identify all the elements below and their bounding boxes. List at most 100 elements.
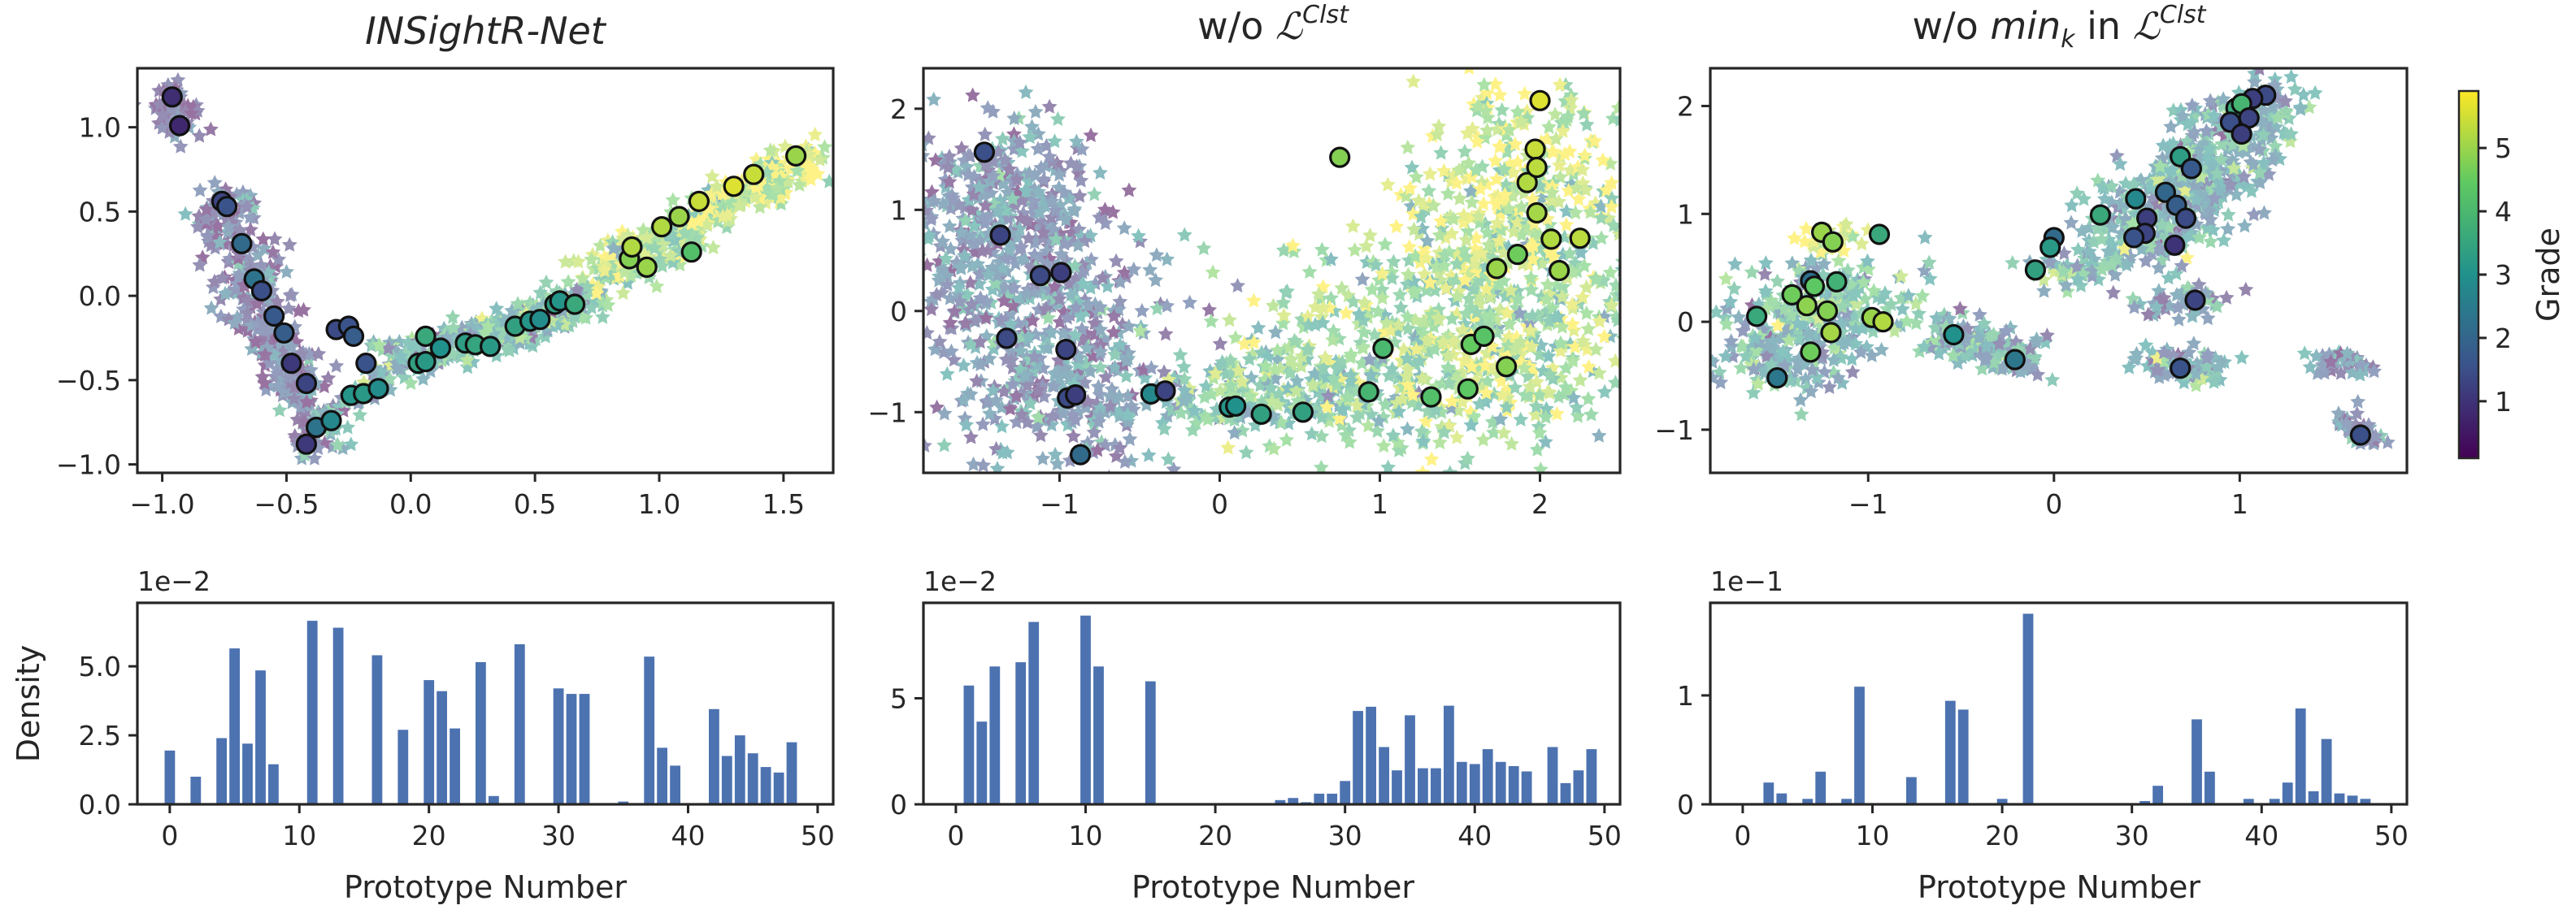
sample-star xyxy=(1692,302,1708,317)
bar-ticks-1: 0 10 20 30 40 500.02.55.0 xyxy=(79,651,835,851)
sample-star xyxy=(1591,427,1607,443)
sample-star xyxy=(1661,315,1676,330)
density-bar xyxy=(566,694,577,804)
prototype-point xyxy=(1473,325,1495,347)
prototype-point xyxy=(2125,188,2147,210)
prototype-point xyxy=(429,337,452,359)
sample-star xyxy=(1066,428,1081,444)
sample-star xyxy=(1227,425,1243,440)
y-tick-label: 1 xyxy=(890,194,907,226)
title-symbol: ℒ xyxy=(2133,4,2161,48)
sample-star xyxy=(1176,227,1192,242)
sample-star xyxy=(272,402,288,418)
sample-star xyxy=(2044,371,2061,387)
sample-star xyxy=(1831,253,1847,268)
sample-star xyxy=(1704,281,1719,296)
prototype-point xyxy=(1069,444,1092,466)
sample-star xyxy=(1583,406,1600,422)
prototype-point xyxy=(2170,357,2192,379)
bar-frame-1 xyxy=(136,601,835,806)
sample-star xyxy=(1770,273,1785,288)
prototype-point xyxy=(636,256,658,278)
sample-star xyxy=(1917,229,1933,245)
sample-star xyxy=(1730,237,1745,252)
sample-star xyxy=(1639,243,1654,258)
sample-star xyxy=(177,206,193,221)
sample-star xyxy=(1670,234,1686,249)
sample-star xyxy=(1405,73,1422,89)
sample-star xyxy=(1669,292,1684,307)
plot-frame-3 xyxy=(1709,67,2409,474)
sample-star xyxy=(2036,283,2052,298)
sample-star xyxy=(281,236,298,252)
sample-star xyxy=(904,331,919,345)
sample-star xyxy=(1304,426,1320,441)
sample-star xyxy=(1205,264,1221,279)
prototype-point xyxy=(1065,384,1087,406)
sample-star xyxy=(194,249,211,265)
x-tick-label: 10 xyxy=(282,820,316,851)
sample-star xyxy=(1049,110,1066,126)
density-bar xyxy=(268,764,279,804)
sample-star xyxy=(841,295,857,310)
prototype-point xyxy=(650,216,673,238)
prototype-point xyxy=(1486,258,1508,279)
prototype-point xyxy=(723,175,745,197)
prototype-point xyxy=(1457,378,1479,400)
prototype-point xyxy=(1250,403,1272,425)
prototype-point xyxy=(342,325,365,347)
sample-star xyxy=(1498,517,1514,531)
sample-star xyxy=(1385,253,1401,269)
sample-star xyxy=(1379,176,1396,192)
x-tick-label: 2 xyxy=(1531,488,1549,520)
sample-star xyxy=(1677,126,1692,141)
sample-star xyxy=(2350,393,2366,409)
prototype-point xyxy=(1796,295,1818,317)
prototype-point xyxy=(743,163,765,185)
sample-star xyxy=(1641,272,1657,287)
sample-star xyxy=(1108,253,1124,268)
sample-star xyxy=(1086,186,1102,201)
sample-star xyxy=(1215,522,1231,537)
prototype-point xyxy=(216,196,238,218)
prototype-point xyxy=(973,141,996,163)
sample-star xyxy=(1362,227,1378,243)
sample-stars xyxy=(1710,68,2396,451)
prototype-point xyxy=(2184,289,2206,311)
sample-star xyxy=(1116,220,1132,236)
sample-star xyxy=(1047,446,1063,461)
sample-star xyxy=(1196,240,1212,256)
sample-star xyxy=(2216,232,2232,248)
sample-star xyxy=(894,140,910,154)
prototype-point xyxy=(1524,138,1546,160)
x-tick-label: 0.0 xyxy=(389,488,432,520)
prototype-point xyxy=(1746,305,1768,327)
sample-star xyxy=(871,193,887,207)
density-bar xyxy=(709,708,719,804)
sample-star xyxy=(1212,336,1228,351)
prototype-point xyxy=(2164,234,2186,256)
x-tick-label: 40 xyxy=(671,820,705,851)
sample-star xyxy=(1018,84,1034,99)
sample-star xyxy=(977,126,993,141)
colorbar-gradient xyxy=(2457,89,2480,460)
panel-insightr-net-scatter: INSightR-Net −1.0 −0.5 0.0 0.5 1.0 1.5−1.0−0.… xyxy=(56,9,835,520)
sample-star xyxy=(1134,302,1150,318)
sample-star xyxy=(267,231,283,246)
prototype-point xyxy=(355,353,377,375)
sample-star xyxy=(1499,35,1514,50)
sample-star xyxy=(1375,290,1391,305)
sample-star xyxy=(2283,68,2300,84)
title-min: min xyxy=(1990,4,2061,48)
sample-star xyxy=(2005,254,2021,270)
sample-star xyxy=(1314,428,1330,444)
sample-star xyxy=(1146,474,1162,489)
sample-star xyxy=(880,158,895,173)
density-bar xyxy=(190,777,202,804)
prototype-point xyxy=(2174,207,2197,229)
x-tick-label: 0 xyxy=(161,820,178,851)
x-tick-label: −1 xyxy=(1848,488,1888,520)
y-tick-label: 0 xyxy=(890,296,907,327)
